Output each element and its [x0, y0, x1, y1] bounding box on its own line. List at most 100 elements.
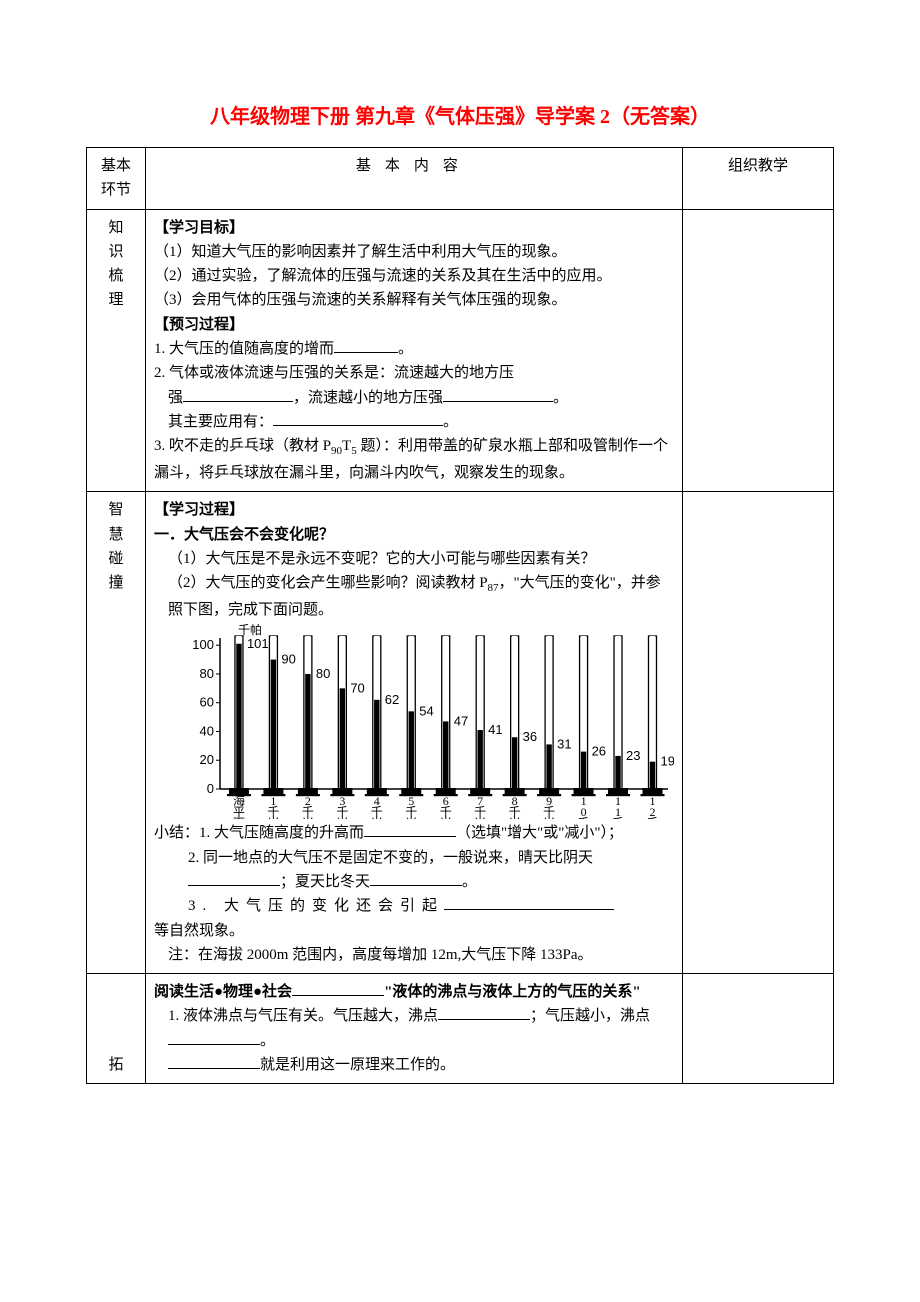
note: 注：在海拔 2000m 范围内，高度每增加 12m,大气压下降 133Pa。	[154, 943, 674, 967]
q2-e: 其主要应用有：	[168, 414, 273, 430]
obj-3: （3）会用气体的压强与流速的关系解释有关气体压强的现象。	[154, 288, 674, 312]
svg-text:41: 41	[488, 722, 502, 737]
q3-m: T	[342, 438, 351, 454]
svg-text:70: 70	[350, 681, 364, 696]
content-extend: 阅读生活●物理●社会"液体的沸点与液体上方的气压的关系" 1. 液体沸点与气压有…	[145, 974, 682, 1084]
blank-s2-1[interactable]	[188, 871, 280, 886]
blank-q2-1[interactable]	[183, 387, 293, 402]
ext-p3: 就是利用这一原理来工作的。	[154, 1053, 674, 1077]
svg-text:米: 米	[371, 816, 383, 819]
q2-d: 。	[553, 390, 568, 406]
pressure-altitude-chart: 千帕020406080100101海平面901千米802千米703千米624千米…	[154, 622, 674, 821]
blank-e3[interactable]	[168, 1054, 260, 1069]
row-extend: 拓 阅读生活●物理●社会"液体的沸点与液体上方的气压的关系" 1. 液体沸点与气…	[87, 974, 834, 1084]
ext-p2: 1. 液体沸点与气压有关。气压越大，沸点；气压越小，沸点。	[154, 1004, 674, 1053]
blank-q2-3[interactable]	[273, 411, 443, 426]
hdr-col2: 基本内容	[145, 148, 682, 210]
svg-text:36: 36	[523, 730, 537, 745]
org-2	[682, 492, 833, 974]
svg-text:90: 90	[281, 652, 295, 667]
label-extend: 拓	[87, 974, 146, 1084]
svg-text:62: 62	[385, 692, 399, 707]
svg-text:千: 千	[577, 816, 589, 819]
svg-text:米: 米	[474, 816, 486, 819]
chart-svg: 千帕020406080100101海平面901千米802千米703千米624千米…	[184, 624, 674, 819]
objectives-heading: 【学习目标】	[154, 216, 674, 240]
content-wisdom: 【学习过程】 一．大气压会不会变化呢？ （1）大气压是不是永远不变呢？它的大小可…	[145, 492, 682, 974]
p2a: （2）大气压的变化会产生哪些影响？阅读教材 P	[168, 575, 488, 591]
page-title: 八年级物理下册 第九章《气体压强》导学案 2（无答案）	[86, 100, 834, 129]
header-row: 基本环节 基本内容 组织教学	[87, 148, 834, 210]
preview-heading: 【预习过程】	[154, 313, 674, 337]
svg-text:60: 60	[199, 695, 213, 710]
label-wisdom: 智慧碰撞	[87, 492, 146, 974]
q1-b: 。	[398, 341, 413, 357]
content-knowledge: 【学习目标】 （1）知道大气压的影响因素并了解生活中利用大气压的现象。 （2）通…	[145, 209, 682, 492]
svg-text:80: 80	[316, 666, 330, 681]
blank-q2-2[interactable]	[443, 387, 553, 402]
s2b: ；夏天比冬天	[280, 874, 370, 890]
row-knowledge: 知识梳理 【学习目标】 （1）知道大气压的影响因素并了解生活中利用大气压的现象。…	[87, 209, 834, 492]
svg-text:千: 千	[612, 816, 624, 819]
svg-text:19: 19	[660, 754, 674, 769]
svg-text:米: 米	[302, 816, 314, 819]
e1a: 阅读生活●物理●社会	[154, 984, 292, 1000]
s2c: 。	[462, 874, 477, 890]
q1-a: 1. 大气压的值随高度的增而	[154, 341, 334, 357]
svg-text:米: 米	[336, 816, 348, 819]
q2-f: 。	[443, 414, 458, 430]
org-1	[682, 209, 833, 492]
summary-1: 小结：1. 大气压随高度的升高而 （选填"增大"或"减小"）；	[154, 821, 674, 845]
proc-p2: （2）大气压的变化会产生哪些影响？阅读教材 P87，"大气压的变化"，并参照下图…	[154, 571, 674, 622]
preview-q3: 3. 吹不走的乒乓球（教材 P90T5 题）：利用带盖的矿泉水瓶上部和吸管制作一…	[154, 434, 674, 485]
p2s: 87	[488, 582, 499, 594]
org-3	[682, 974, 833, 1084]
svg-text:米: 米	[509, 816, 521, 819]
hdr-c3-text: 组织教学	[728, 158, 788, 174]
summary-2: 2. 同一地点的大气压不是固定不变的，一般说来，晴天比阴天 ；夏天比冬天 。	[154, 846, 674, 895]
q2-b: 强	[168, 390, 183, 406]
hdr-c1-text: 基本环节	[101, 158, 131, 198]
blank-e1[interactable]	[292, 981, 384, 996]
svg-text:31: 31	[557, 737, 571, 752]
s1a: 小结：1. 大气压随高度的升高而	[154, 825, 364, 841]
e2a: 1. 液体沸点与气压有关。气压越大，沸点	[168, 1008, 438, 1024]
svg-text:47: 47	[454, 714, 468, 729]
s2a: 2. 同一地点的大气压不是固定不变的，一般说来，晴天比阴天	[188, 850, 593, 866]
obj-2: （2）通过实验，了解流体的压强与流速的关系及其在生活中的应用。	[154, 264, 674, 288]
proc-p1: （1）大气压是不是永远不变呢？它的大小可能与哪些因素有关？	[154, 547, 674, 571]
svg-text:101: 101	[247, 636, 269, 651]
process-heading: 【学习过程】	[154, 498, 674, 522]
hdr-c2-text: 基本内容	[356, 158, 472, 174]
blank-e2-1[interactable]	[438, 1005, 530, 1020]
blank-s3[interactable]	[444, 895, 614, 910]
svg-text:40: 40	[199, 724, 213, 739]
svg-text:80: 80	[199, 666, 213, 681]
e2c: 。	[260, 1033, 275, 1049]
blank-e2-2[interactable]	[168, 1030, 260, 1045]
label-knowledge: 知识梳理	[87, 209, 146, 492]
hdr-col1: 基本环节	[87, 148, 146, 210]
blank-s2-2[interactable]	[370, 871, 462, 886]
svg-text:100: 100	[192, 638, 214, 653]
q3-sub1: 90	[331, 445, 342, 457]
e3b: 就是利用这一原理来工作的。	[260, 1057, 455, 1073]
q3-a: 3. 吹不走的乒乓球（教材 P	[154, 438, 331, 454]
svg-text:23: 23	[626, 748, 640, 763]
blank-s1[interactable]	[364, 822, 456, 837]
svg-text:0: 0	[207, 781, 214, 796]
svg-text:米: 米	[543, 816, 555, 819]
preview-q1: 1. 大气压的值随高度的增而 。	[154, 337, 674, 361]
svg-text:面: 面	[233, 816, 245, 819]
blank-q1[interactable]	[334, 338, 398, 353]
main-table: 基本环节 基本内容 组织教学 知识梳理 【学习目标】 （1）知道大气压的影响因素…	[86, 147, 834, 1084]
svg-text:54: 54	[419, 704, 433, 719]
preview-q2: 2. 气体或液体流速与压强的关系是：流速越大的地方压 强，流速越小的地方压强。 …	[154, 361, 674, 434]
hdr-col3: 组织教学	[682, 148, 833, 210]
summary-3: 3. 大气压的变化还会引起 等自然现象。	[154, 894, 674, 943]
svg-text:米: 米	[440, 816, 452, 819]
s1b: （选填"增大"或"减小"）；	[456, 825, 623, 841]
row-wisdom: 智慧碰撞 【学习过程】 一．大气压会不会变化呢？ （1）大气压是不是永远不变呢？…	[87, 492, 834, 974]
q2-a: 2. 气体或液体流速与压强的关系是：流速越大的地方压	[154, 365, 514, 381]
svg-text:米: 米	[267, 816, 279, 819]
